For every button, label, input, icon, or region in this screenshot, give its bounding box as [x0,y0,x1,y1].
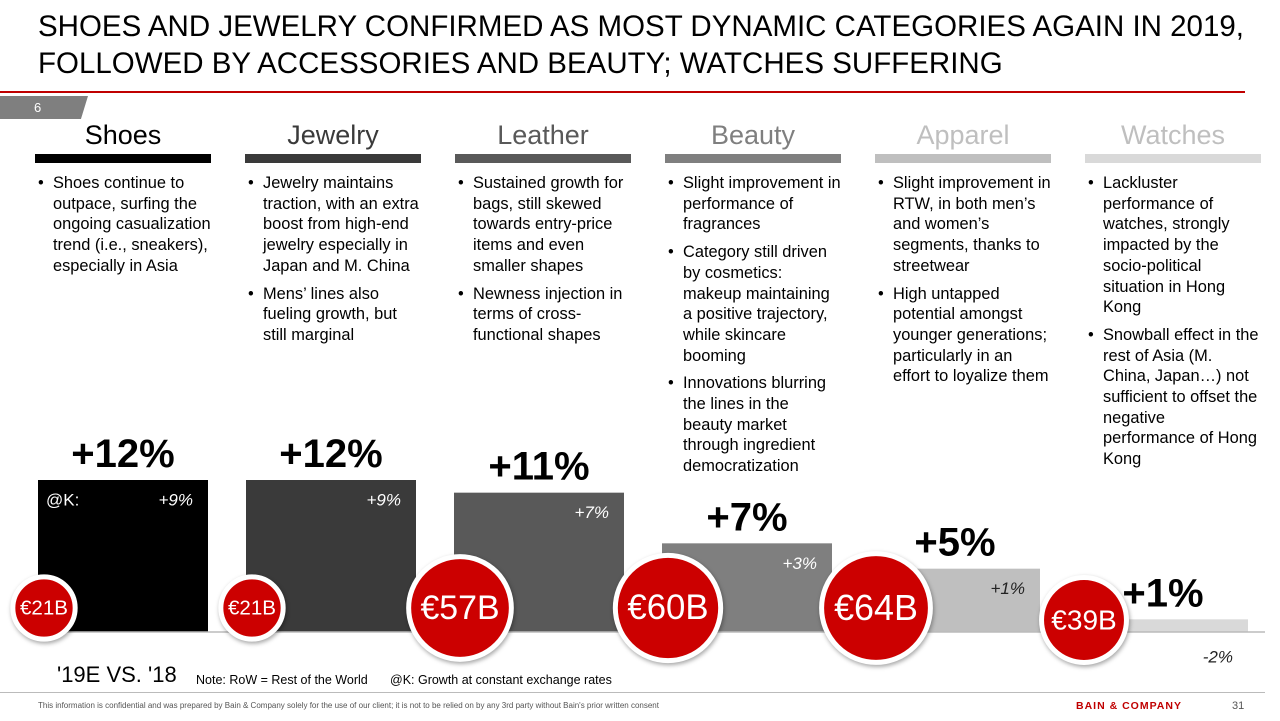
header-bar [1085,154,1261,163]
bullet: Category still driven by cosmetics: make… [668,242,841,366]
bullet: Snowball effect in the rest of Asia (M. … [1088,325,1261,470]
column-header: Watches [1120,120,1226,150]
market-size-label: €60B [627,589,708,627]
bullet: Innovations blurring the lines in the be… [668,373,841,477]
note: Note: RoW = Rest of the World [196,673,368,687]
header-bar [245,154,421,163]
growth-label: +1% [1122,571,1203,615]
slide-title: SHOES AND JEWELRY CONFIRMED AS MOST DYNA… [38,10,1244,80]
column: Watches Lackluster performance of watches… [1085,116,1261,477]
market-size-label: €21B [228,597,276,620]
column: Apparel Slight improvement in RTW, in bot… [875,116,1051,394]
column-header: Beauty [710,120,796,150]
growth-label: +5% [914,521,995,565]
header-bar [665,154,841,163]
period-label: '19E VS. '18 [57,662,177,687]
column: Beauty Slight improvement in performance … [665,116,841,484]
bullet-list: Slight improvement in RTW, in both men’s… [875,173,1051,387]
growth-label: +7% [706,495,787,539]
slide-number: 31 [1232,700,1245,712]
header-bar [455,154,631,163]
constant-fx-label: +9% [367,491,402,510]
constant-fx-label: +3% [783,554,818,573]
column: Shoes Shoes continue to outpace, surfing … [35,116,211,284]
market-size-label: €64B [834,588,918,628]
bullet-list: Jewelry maintains traction, with an extr… [245,173,421,346]
bullet: Sustained growth for bags, still skewed … [458,173,631,277]
bullet: Newness injection in terms of cross-func… [458,284,631,346]
market-size-bubble [612,552,724,664]
market-size-label: €21B [20,597,68,620]
growth-label: +12% [279,432,382,476]
growth-label: +12% [71,432,174,476]
bullet: Shoes continue to outpace, surfing the o… [38,173,211,277]
market-size-bubble [10,574,78,642]
bullet: Slight improvement in performance of fra… [668,173,841,235]
column-header: Apparel [916,120,1010,150]
constant-fx-key: @K: [46,491,79,510]
column-header: Leather [497,120,589,150]
page-tab: 6 [0,96,88,119]
disclaimer: This information is confidential and was… [38,701,659,710]
bullet: Mens’ lines also fueling growth, but sti… [248,284,421,346]
column: Jewelry Jewelry maintains traction, with … [245,116,421,353]
bullet: Jewelry maintains traction, with an extr… [248,173,421,277]
header-bar [35,154,211,163]
constant-fx-label: +7% [575,503,610,522]
market-size-label: €39B [1051,605,1116,636]
constant-fx-label: +9% [159,491,194,510]
brand: BAIN & COMPANY [1076,700,1182,712]
market-size-bubble [1039,575,1129,665]
growth-label: +11% [488,445,589,489]
bullet-list: Lackluster performance of watches, stron… [1085,173,1261,470]
bullet: Slight improvement in RTW, in both men’s… [878,173,1051,277]
header-bar [875,154,1051,163]
bullet-list: Slight improvement in performance of fra… [665,173,841,477]
column-header: Shoes [84,120,162,150]
bullet: High untapped potential amongst younger … [878,284,1051,388]
note: @K: Growth at constant exchange rates [390,673,612,687]
market-size-bubble [819,551,933,665]
column: Leather Sustained growth for bags, still … [455,116,631,353]
bullet-list: Sustained growth for bags, still skewed … [455,173,631,346]
constant-fx-label: +1% [991,579,1026,598]
constant-fx-label: -2% [1203,648,1233,667]
market-size-bubble [218,574,286,642]
market-size-label: €57B [420,589,499,627]
bullet-list: Shoes continue to outpace, surfing the o… [35,173,211,277]
bullet: Lackluster performance of watches, stron… [1088,173,1261,318]
column-header: Jewelry [287,120,379,150]
market-size-bubble [406,554,514,662]
title-rule [0,91,1245,93]
footer-rule [0,692,1265,693]
